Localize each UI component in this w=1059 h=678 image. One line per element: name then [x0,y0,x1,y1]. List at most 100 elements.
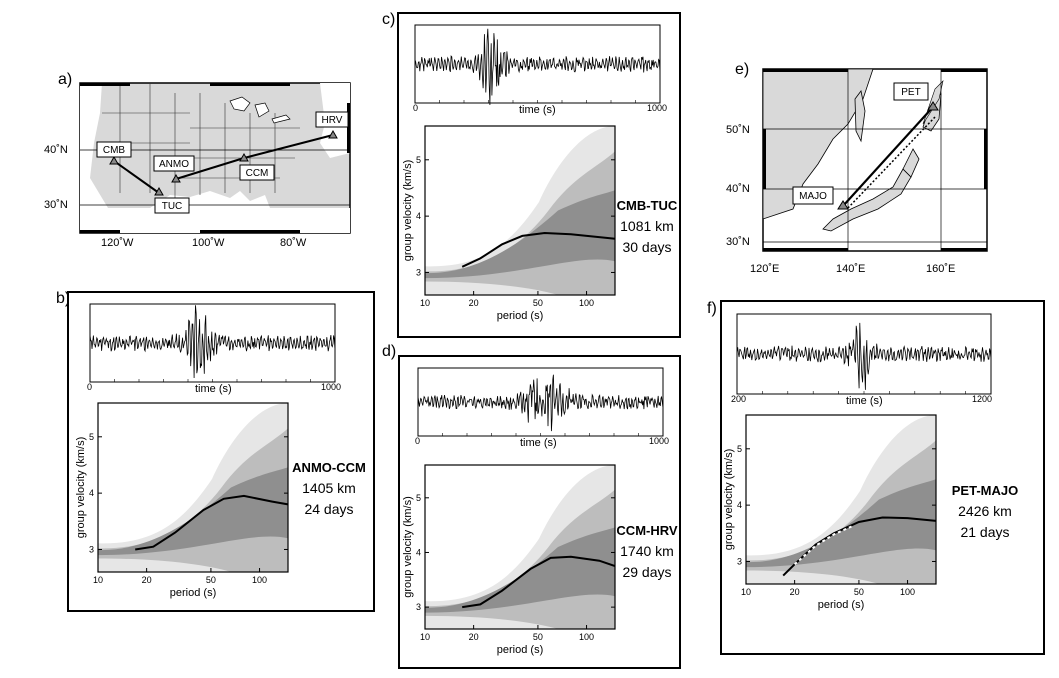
x-tick-label: 100 [579,298,594,308]
lon-label-80w: 80˚W [280,237,307,249]
station-label-pet: PET [901,87,920,98]
y-tick-label: 3 [737,556,742,566]
waveform-c [414,24,661,106]
y-axis-label: group velocity (km/s) [723,449,735,550]
dispersion-curve [461,231,616,268]
x-axis-label: period (s) [497,310,543,322]
x-tick-label: 20 [142,575,152,585]
x-tick-label: 50 [533,298,543,308]
lat-label-40n: 40˚N [44,144,68,156]
y-tick-label: 3 [416,267,421,277]
distance-c: 1081 km [620,218,674,234]
station-label-hrv: HRV [322,115,343,126]
lon-label-120w: 120˚W [101,237,134,249]
dispersion-d: 3 4 5 10 20 50 100 period (s) group velocity (km… [402,464,616,656]
waveform-f [736,313,992,395]
japan-map: PET MAJO [762,68,988,252]
y-tick-label: 3 [89,544,94,554]
waveform-d [417,367,664,437]
dispersion-c: 3 4 5 10 20 50 100 period (s) group velocity (km… [402,125,616,322]
x-tick-label: 10 [420,632,430,642]
station-pair-b: ANMO-CCM [292,460,366,475]
time-label-c: time (s) [519,104,556,116]
duration-b: 24 days [304,501,354,517]
info-b: ANMO-CCM 1405 km 24 days [288,457,370,520]
dispersion-curve [782,516,937,577]
x-tick-label: 100 [579,632,594,642]
y-tick-label: 5 [416,493,421,503]
panel-c-letter: c) [382,11,396,28]
lat-label-30n: 30˚N [44,199,68,211]
lon-label-160e: 160˚E [926,263,956,275]
y-tick-label: 5 [737,444,742,454]
panel-f-letter: f) [707,300,717,317]
y-axis-label: group velocity (km/s) [402,160,414,261]
lat-label-50n: 50˚N [726,124,750,136]
x-axis-label: period (s) [497,644,543,656]
time-label-d: time (s) [520,437,557,449]
y-tick-label: 5 [416,155,421,165]
panel-b-letter: b) [56,290,71,307]
y-tick-label: 4 [737,500,742,510]
dispersion-f: 3 4 5 10 20 50 100 period (s) group velocity (km… [723,414,937,611]
lon-label-120e: 120˚E [750,263,780,275]
time-tick-d-end: 1000 [649,436,670,446]
x-tick-label: 100 [252,575,267,585]
duration-d: 29 days [622,564,672,580]
time-label-b: time (s) [195,383,232,395]
us-map: CMB ANMO TUC CCM HRV [79,82,351,234]
station-label-anmo: ANMO [159,159,189,170]
x-tick-label: 10 [741,587,751,597]
dispersion-curve [135,494,289,551]
panel-a-letter: a) [58,71,73,88]
info-c: CMB-TUC 1081 km 30 days [612,195,682,258]
y-axis-label: group velocity (km/s) [402,496,414,597]
x-tick-label: 50 [206,575,216,585]
duration-f: 21 days [960,524,1010,540]
x-tick-label: 10 [420,298,430,308]
panel-d-letter: d) [382,343,397,360]
duration-c: 30 days [622,239,672,255]
station-label-cmb: CMB [103,145,126,156]
x-tick-label: 20 [790,587,800,597]
lon-label-140e: 140˚E [836,263,866,275]
station-label-tuc: TUC [162,201,183,212]
x-tick-label: 100 [900,587,915,597]
distance-d: 1740 km [620,543,674,559]
time-tick-f-start: 200 [731,394,747,404]
distance-b: 1405 km [302,480,356,496]
x-tick-label: 10 [93,575,103,585]
y-tick-label: 4 [416,547,421,557]
x-tick-label: 50 [533,632,543,642]
y-tick-label: 3 [416,602,421,612]
station-pair-f: PET-MAJO [951,483,1019,498]
time-tick-d-start: 0 [415,436,421,446]
dispersion-curve [462,555,616,609]
x-axis-label: period (s) [170,587,216,599]
y-tick-label: 4 [416,211,421,221]
lon-label-100w: 100˚W [192,237,225,249]
distance-f: 2426 km [958,503,1012,519]
lat-label-40n-e: 40˚N [726,183,750,195]
y-tick-label: 5 [89,432,94,442]
time-label-f: time (s) [846,395,883,407]
y-tick-label: 4 [89,488,94,498]
waveform-b [89,303,336,383]
lat-label-30n-e: 30˚N [726,236,750,248]
x-axis-label: period (s) [818,599,864,611]
info-f: PET-MAJO 2426 km 21 days [935,480,1035,543]
time-tick-c-start: 0 [413,103,419,113]
station-label-ccm: CCM [246,168,269,179]
panel-e-letter: e) [735,61,750,78]
y-axis-label: group velocity (km/s) [75,437,87,538]
time-tick-f-end: 1200 [972,394,993,404]
x-tick-label: 50 [854,587,864,597]
measured-dispersion-dashes [793,525,852,566]
time-tick-c-end: 1000 [647,103,668,113]
x-tick-label: 20 [469,632,479,642]
time-tick-b-end: 1000 [321,382,342,392]
station-pair-c: CMB-TUC [616,198,678,213]
info-d: CCM-HRV 1740 km 29 days [612,520,682,583]
station-pair-d: CCM-HRV [616,523,678,538]
station-label-majo: MAJO [799,191,827,202]
